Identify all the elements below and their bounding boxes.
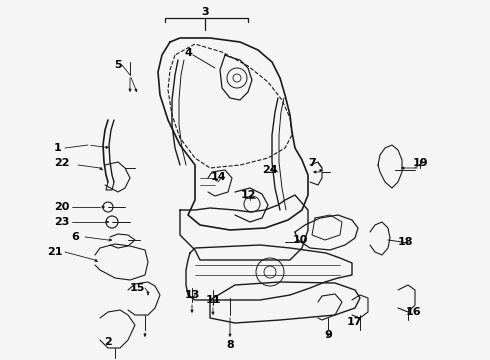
Text: 6: 6 bbox=[71, 232, 79, 242]
Text: 24: 24 bbox=[262, 165, 278, 175]
Text: 7: 7 bbox=[308, 158, 316, 168]
Text: 15: 15 bbox=[129, 283, 145, 293]
Text: 19: 19 bbox=[412, 158, 428, 168]
Text: 16: 16 bbox=[405, 307, 421, 317]
Text: 9: 9 bbox=[324, 330, 332, 340]
Text: 2: 2 bbox=[104, 337, 112, 347]
Text: 21: 21 bbox=[47, 247, 63, 257]
Text: 18: 18 bbox=[397, 237, 413, 247]
Text: 22: 22 bbox=[54, 158, 70, 168]
Text: 17: 17 bbox=[346, 317, 362, 327]
Text: 5: 5 bbox=[114, 60, 122, 70]
Text: 8: 8 bbox=[226, 340, 234, 350]
Text: 20: 20 bbox=[54, 202, 70, 212]
Text: 23: 23 bbox=[54, 217, 70, 227]
Text: 14: 14 bbox=[210, 172, 226, 182]
Text: 3: 3 bbox=[201, 7, 209, 17]
Text: 4: 4 bbox=[184, 48, 192, 58]
Text: 10: 10 bbox=[293, 235, 308, 245]
Text: 12: 12 bbox=[240, 190, 256, 200]
Text: 11: 11 bbox=[205, 295, 221, 305]
Text: 13: 13 bbox=[184, 290, 200, 300]
Text: 1: 1 bbox=[54, 143, 62, 153]
